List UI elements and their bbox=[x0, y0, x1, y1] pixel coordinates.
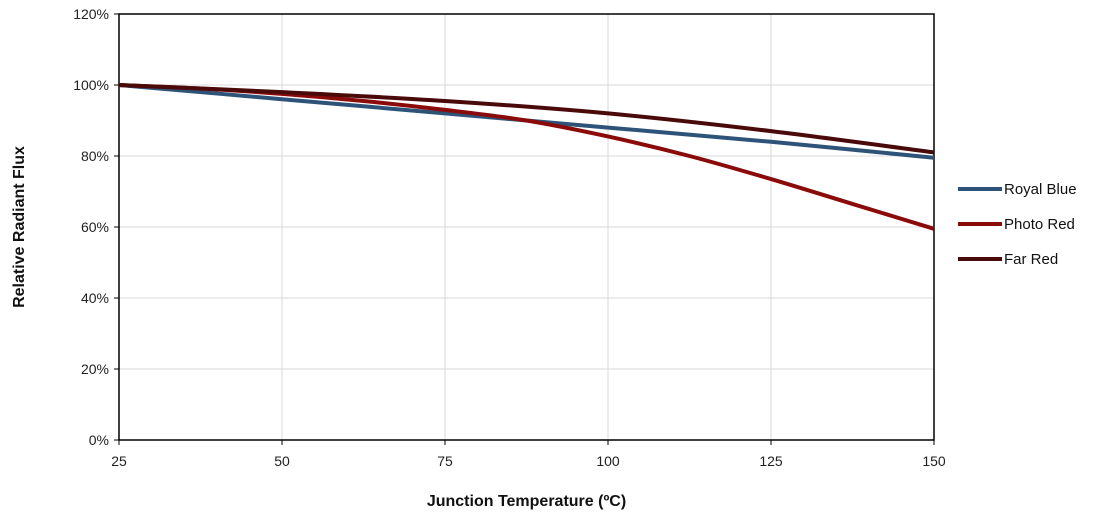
y-tick-label: 100% bbox=[73, 77, 109, 93]
y-tick-label: 60% bbox=[81, 219, 109, 235]
gridlines bbox=[119, 14, 934, 440]
legend-item-far-red: Far Red bbox=[958, 251, 1058, 268]
x-tick-label: 125 bbox=[759, 453, 783, 469]
x-tick-label: 100 bbox=[596, 453, 620, 469]
y-tick-label: 40% bbox=[81, 290, 109, 306]
y-tick-label: 20% bbox=[81, 361, 109, 377]
legend-label: Far Red bbox=[1004, 251, 1058, 268]
series-line-far-red bbox=[118, 83, 935, 155]
data-series bbox=[118, 83, 935, 231]
y-axis-title: Relative Radiant Flux bbox=[11, 146, 28, 308]
y-tick-label: 80% bbox=[81, 148, 109, 164]
x-tick-label: 75 bbox=[437, 453, 453, 469]
y-tick-label: 120% bbox=[73, 6, 109, 22]
y-axis-ticks: 0% 20% 40% 60% 80% 100% 120% bbox=[73, 6, 119, 448]
y-tick-label: 0% bbox=[89, 432, 109, 448]
x-axis-ticks: 25 50 75 100 125 150 bbox=[111, 440, 946, 469]
x-tick-label: 50 bbox=[274, 453, 290, 469]
legend: Royal Blue Photo Red Far Red bbox=[958, 181, 1077, 268]
legend-item-photo-red: Photo Red bbox=[958, 216, 1075, 233]
x-tick-label: 150 bbox=[922, 453, 946, 469]
x-axis-title: Junction Temperature (ºC) bbox=[427, 493, 626, 510]
legend-label: Royal Blue bbox=[1004, 181, 1077, 198]
legend-item-royal-blue: Royal Blue bbox=[958, 181, 1077, 198]
legend-label: Photo Red bbox=[1004, 216, 1075, 233]
x-tick-label: 25 bbox=[111, 453, 127, 469]
